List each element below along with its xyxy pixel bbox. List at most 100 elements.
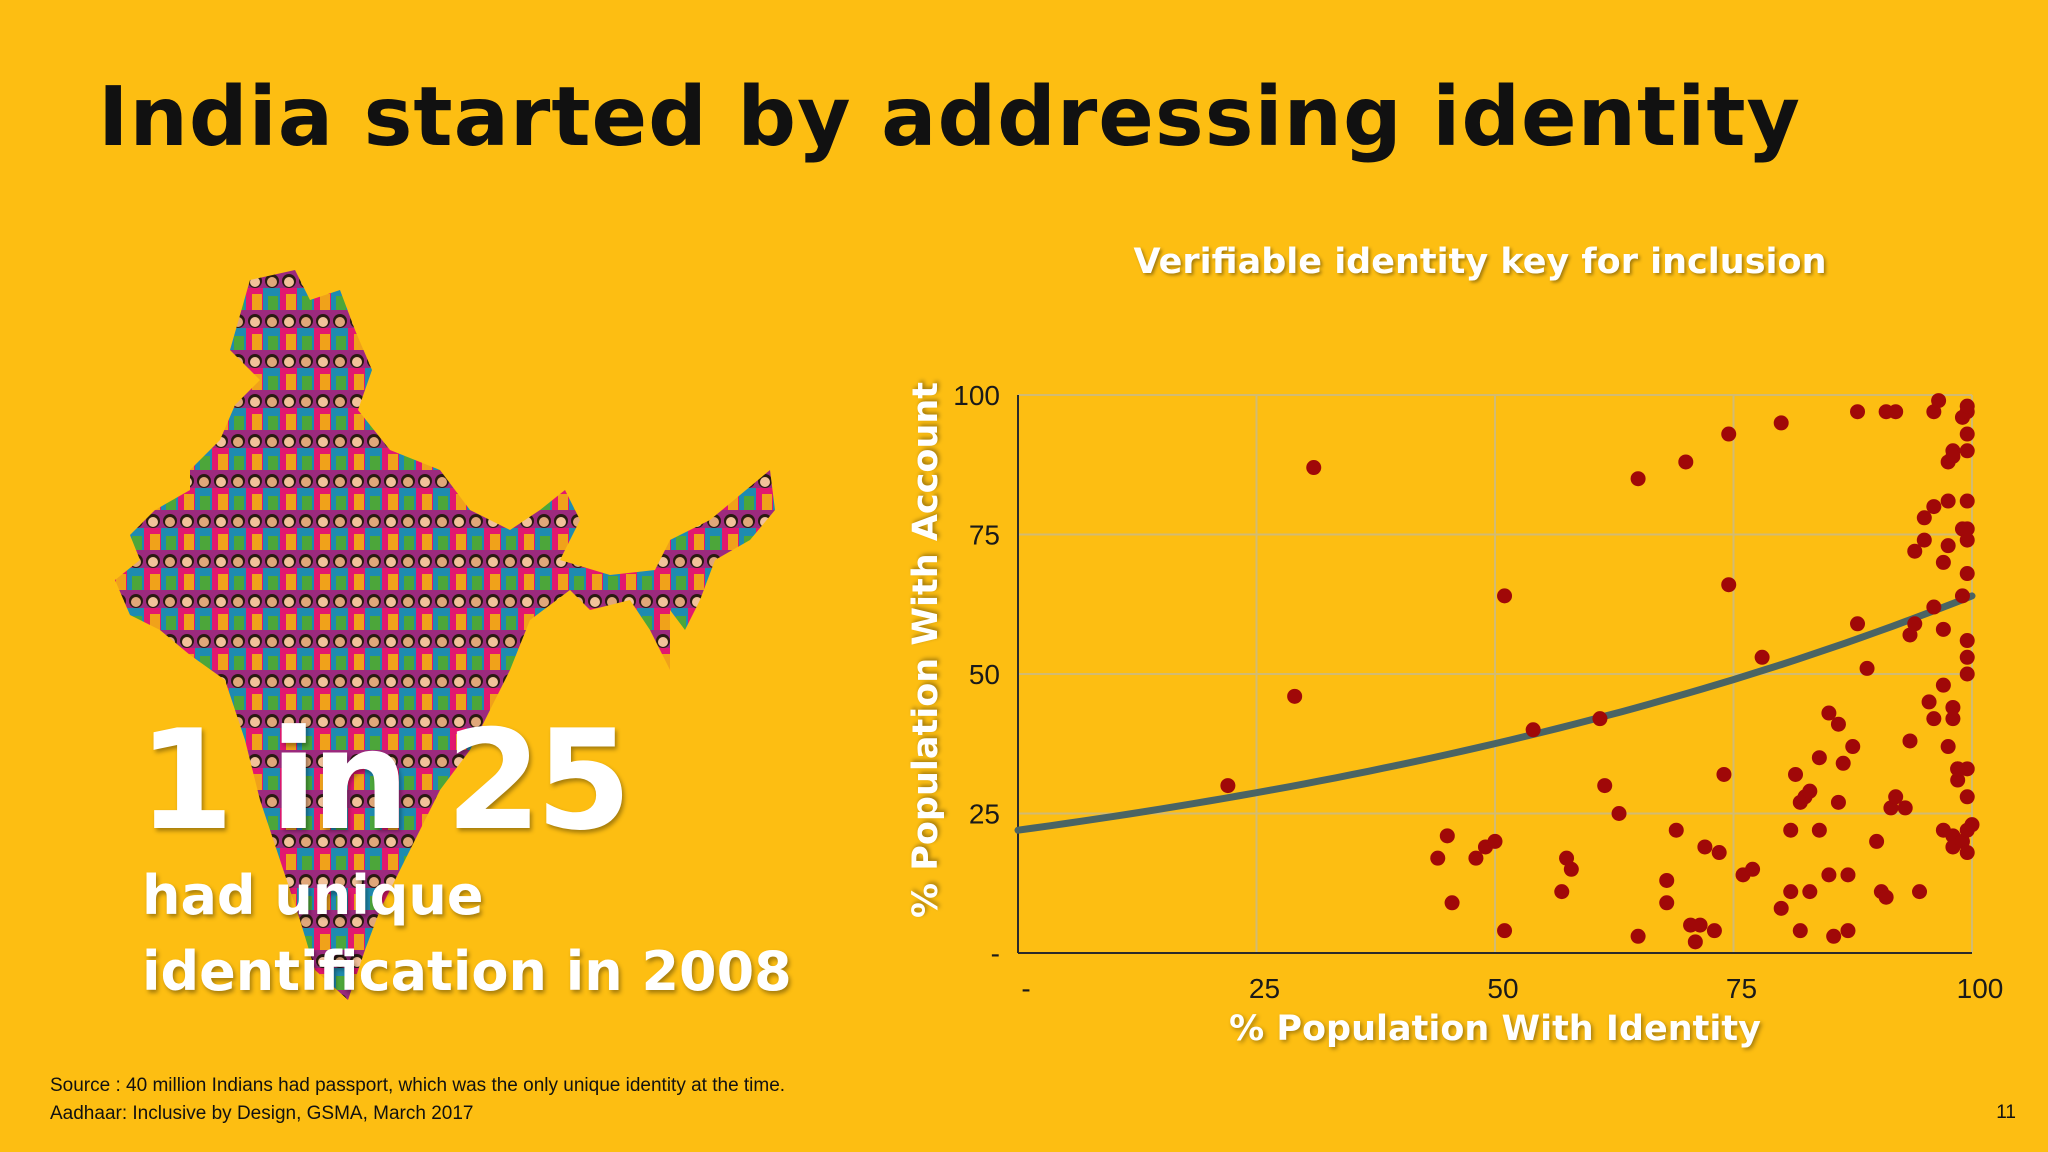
data-point xyxy=(1950,772,1966,788)
stat-caption-line1: had unique xyxy=(142,864,484,927)
data-point xyxy=(1721,426,1737,442)
data-point xyxy=(1959,398,1975,414)
data-point xyxy=(1711,845,1727,861)
data-point xyxy=(1902,733,1918,749)
source-note: Source : 40 million Indians had passport… xyxy=(50,1072,785,1128)
data-point xyxy=(1716,766,1732,782)
page-number: 11 xyxy=(1996,1102,2016,1123)
data-point xyxy=(1754,649,1770,665)
data-point xyxy=(1959,532,1975,548)
points-layer xyxy=(1220,393,1980,950)
data-point xyxy=(1959,789,1975,805)
x-tick-label: 75 xyxy=(1726,973,1757,1004)
data-point xyxy=(1592,711,1608,727)
data-point xyxy=(1859,660,1875,676)
data-point xyxy=(1840,867,1856,883)
data-point xyxy=(1940,739,1956,755)
data-point xyxy=(1959,566,1975,582)
data-point xyxy=(1959,443,1975,459)
source-line-1: Source : 40 million Indians had passport… xyxy=(50,1075,786,1096)
india-silhouette xyxy=(115,270,775,1000)
data-point xyxy=(1926,599,1942,615)
data-point xyxy=(1921,694,1937,710)
x-tick-label: 100 xyxy=(1957,973,2004,1004)
data-point xyxy=(1687,934,1703,950)
data-point xyxy=(1630,471,1646,487)
data-point xyxy=(1497,923,1513,939)
data-point xyxy=(1430,850,1446,866)
stat-caption: had unique identification in 2008 xyxy=(142,858,902,1010)
y-tick-label: 100 xyxy=(953,380,1000,411)
india-map-illustration xyxy=(110,270,790,1010)
data-point xyxy=(1678,454,1694,470)
data-point xyxy=(1811,822,1827,838)
y-tick-label: 50 xyxy=(969,659,1000,690)
label-layer: - 25 50 75 100 - 25 50 75 100 % Population With Id… xyxy=(906,380,2003,1049)
data-point xyxy=(1306,460,1322,476)
data-point xyxy=(1916,532,1932,548)
data-point xyxy=(1935,554,1951,570)
data-point xyxy=(1773,900,1789,916)
data-point xyxy=(1926,499,1942,515)
data-point xyxy=(1802,884,1818,900)
stat-caption-line2: identification in 2008 xyxy=(142,940,792,1003)
data-point xyxy=(1826,928,1842,944)
data-point xyxy=(1850,404,1866,420)
data-point xyxy=(1497,588,1513,604)
data-point xyxy=(1692,917,1708,933)
data-point xyxy=(1940,538,1956,554)
data-point xyxy=(1907,616,1923,632)
data-point xyxy=(1659,895,1675,911)
data-point xyxy=(1830,794,1846,810)
y-tick-label: - xyxy=(991,938,1000,969)
data-point xyxy=(1916,510,1932,526)
data-point xyxy=(1444,895,1460,911)
data-point xyxy=(1878,889,1894,905)
data-point xyxy=(1959,633,1975,649)
data-point xyxy=(1468,850,1484,866)
data-point xyxy=(1659,872,1675,888)
data-point xyxy=(1959,521,1975,537)
data-point xyxy=(1792,923,1808,939)
x-tick-label: - xyxy=(1021,973,1030,1004)
data-point xyxy=(1959,761,1975,777)
data-point xyxy=(1821,705,1837,721)
data-point xyxy=(1668,822,1684,838)
data-point xyxy=(1935,621,1951,637)
data-point xyxy=(1439,828,1455,844)
data-point xyxy=(1788,766,1804,782)
y-tick-label: 75 xyxy=(969,520,1000,551)
data-point xyxy=(1897,800,1913,816)
axis-layer xyxy=(1017,395,1972,954)
data-point xyxy=(1945,448,1961,464)
data-point xyxy=(1935,677,1951,693)
x-tick-label: 25 xyxy=(1249,973,1280,1004)
y-tick-label: 25 xyxy=(969,799,1000,830)
trend-layer xyxy=(1014,592,1976,834)
data-point xyxy=(1697,839,1713,855)
data-point xyxy=(1959,493,1975,509)
data-point xyxy=(1487,833,1503,849)
data-point xyxy=(1907,543,1923,559)
data-point xyxy=(1525,722,1541,738)
stat-value: 1 in 25 xyxy=(138,700,632,861)
data-point xyxy=(1287,688,1303,704)
data-point xyxy=(1888,789,1904,805)
data-point xyxy=(1783,822,1799,838)
data-point xyxy=(1783,884,1799,900)
data-point xyxy=(1945,711,1961,727)
data-point xyxy=(1630,928,1646,944)
data-point xyxy=(1830,716,1846,732)
data-point xyxy=(1850,616,1866,632)
data-point xyxy=(1554,884,1570,900)
data-point xyxy=(1926,711,1942,727)
data-point xyxy=(1835,755,1851,771)
data-point xyxy=(1959,426,1975,442)
data-point xyxy=(1959,666,1975,682)
data-point xyxy=(1773,415,1789,431)
x-axis-title: % Population With Identity xyxy=(1229,1009,1761,1049)
data-point xyxy=(1811,750,1827,766)
data-point xyxy=(1840,923,1856,939)
data-point xyxy=(1611,806,1627,821)
data-point xyxy=(1721,577,1737,593)
